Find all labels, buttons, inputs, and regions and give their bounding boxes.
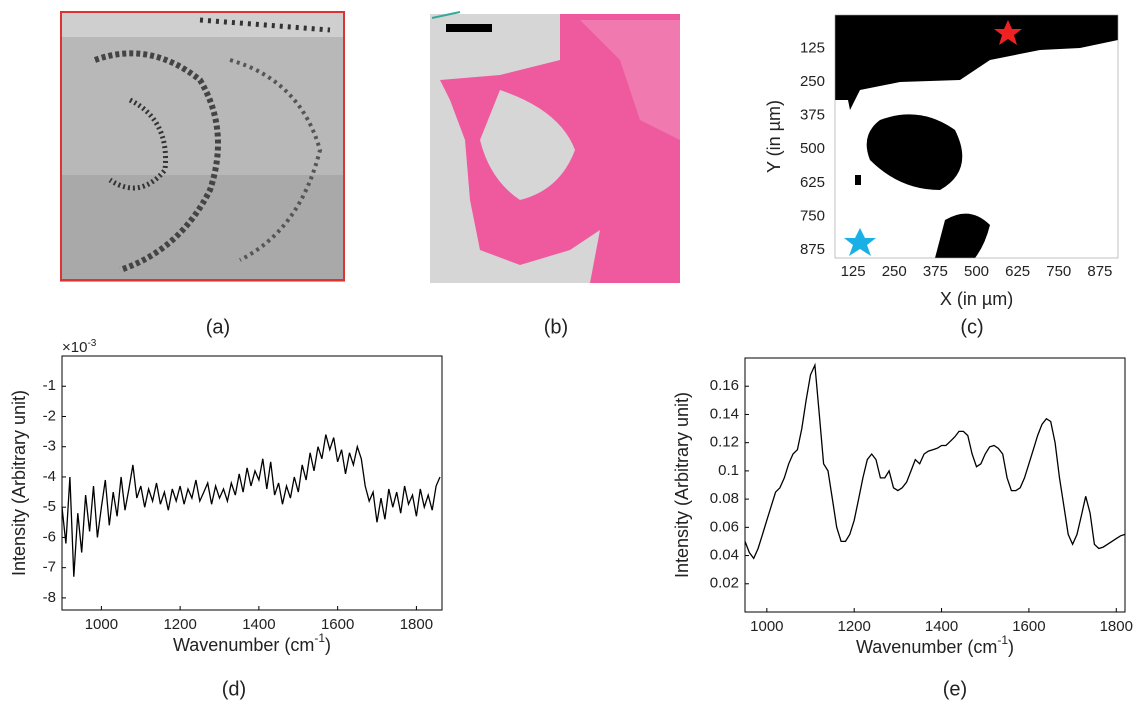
spectrum-line [744,362,1126,560]
x-axis-label-text: Wavenumber (cm [173,635,314,655]
y-tick-label: 0.08 [710,490,739,507]
panel-label: (c) [960,316,983,338]
image-b [430,11,680,283]
y-tick-label: -7 [43,559,56,576]
x-tick-label: 1800 [1100,618,1133,635]
y-multiplier-base: ×10 [62,339,87,356]
x-tick-label: 750 [1046,263,1071,280]
y-axis-label: Intensity (Arbitrary unit) [9,390,29,576]
y-tick-label: 625 [800,174,825,191]
y-tick-label: -2 [43,407,56,424]
x-axis-label-end: ) [325,635,331,655]
image-a [60,11,345,282]
y-tick-label: 750 [800,207,825,224]
plot-frame [61,355,443,611]
y-tick-label: 250 [800,73,825,90]
x-tick-label: 1400 [242,616,275,633]
y-tick-label: 0.04 [710,547,739,564]
y-tick-label: -8 [43,589,56,606]
y-tick-label: 0.1 [718,462,739,479]
y-axis-label: Y (in µm) [764,100,784,173]
y-tick-label: 0.14 [710,405,739,422]
y-tick-label: 500 [800,140,825,157]
y-tick-label: 125 [800,40,825,57]
x-tick-label: 1000 [750,618,783,635]
x-axis-label: X (in µm) [940,289,1013,309]
x-tick-label: 125 [841,263,866,280]
x-axis-label-end: ) [1008,637,1014,657]
plot-frame [744,357,1126,613]
x-axis-label-superscript: -1 [314,631,325,645]
x-tick-label: 1200 [838,618,871,635]
y-tick-label: -4 [43,468,56,485]
x-tick-label: 250 [882,263,907,280]
y-axis-label: Intensity (Arbitrary unit) [672,392,692,578]
y-tick-label: 0.16 [710,377,739,394]
panel-label: (e) [943,678,967,700]
panel-label: (d) [222,678,246,700]
spectrum-line [61,434,441,577]
x-tick-label: 500 [964,263,989,280]
map-frame [834,14,1119,259]
y-tick-label: -6 [43,528,56,545]
x-tick-label: 1800 [400,616,433,633]
x-axis-label-superscript: -1 [997,633,1008,647]
binary-map [835,15,1118,258]
x-axis-label: Wavenumber (cm-1) [173,631,331,655]
x-tick-label: 1400 [925,618,958,635]
x-tick-label: 1200 [163,616,196,633]
panel-label: (b) [544,316,568,338]
y-tick-label: 0.02 [710,575,739,592]
y-tick-label: 375 [800,107,825,124]
x-tick-label: 1000 [85,616,118,633]
y-tick-label: 0.12 [710,434,739,451]
x-axis-label: Wavenumber (cm-1) [856,633,1014,657]
y-tick-label: 875 [800,241,825,258]
y-multiplier-exponent: -3 [87,338,96,349]
x-tick-label: 875 [1087,263,1112,280]
y-tick-label: 0.06 [710,518,739,535]
x-tick-label: 1600 [1012,618,1045,635]
y-tick-label: -1 [43,377,56,394]
y-tick-label: -5 [43,498,56,515]
x-tick-label: 1600 [321,616,354,633]
x-tick-label: 375 [923,263,948,280]
y-multiplier: ×10-3 [62,338,97,356]
x-axis-label-text: Wavenumber (cm [856,637,997,657]
panel-label: (a) [206,316,230,338]
x-tick-label: 625 [1005,263,1030,280]
y-tick-label: -3 [43,438,56,455]
